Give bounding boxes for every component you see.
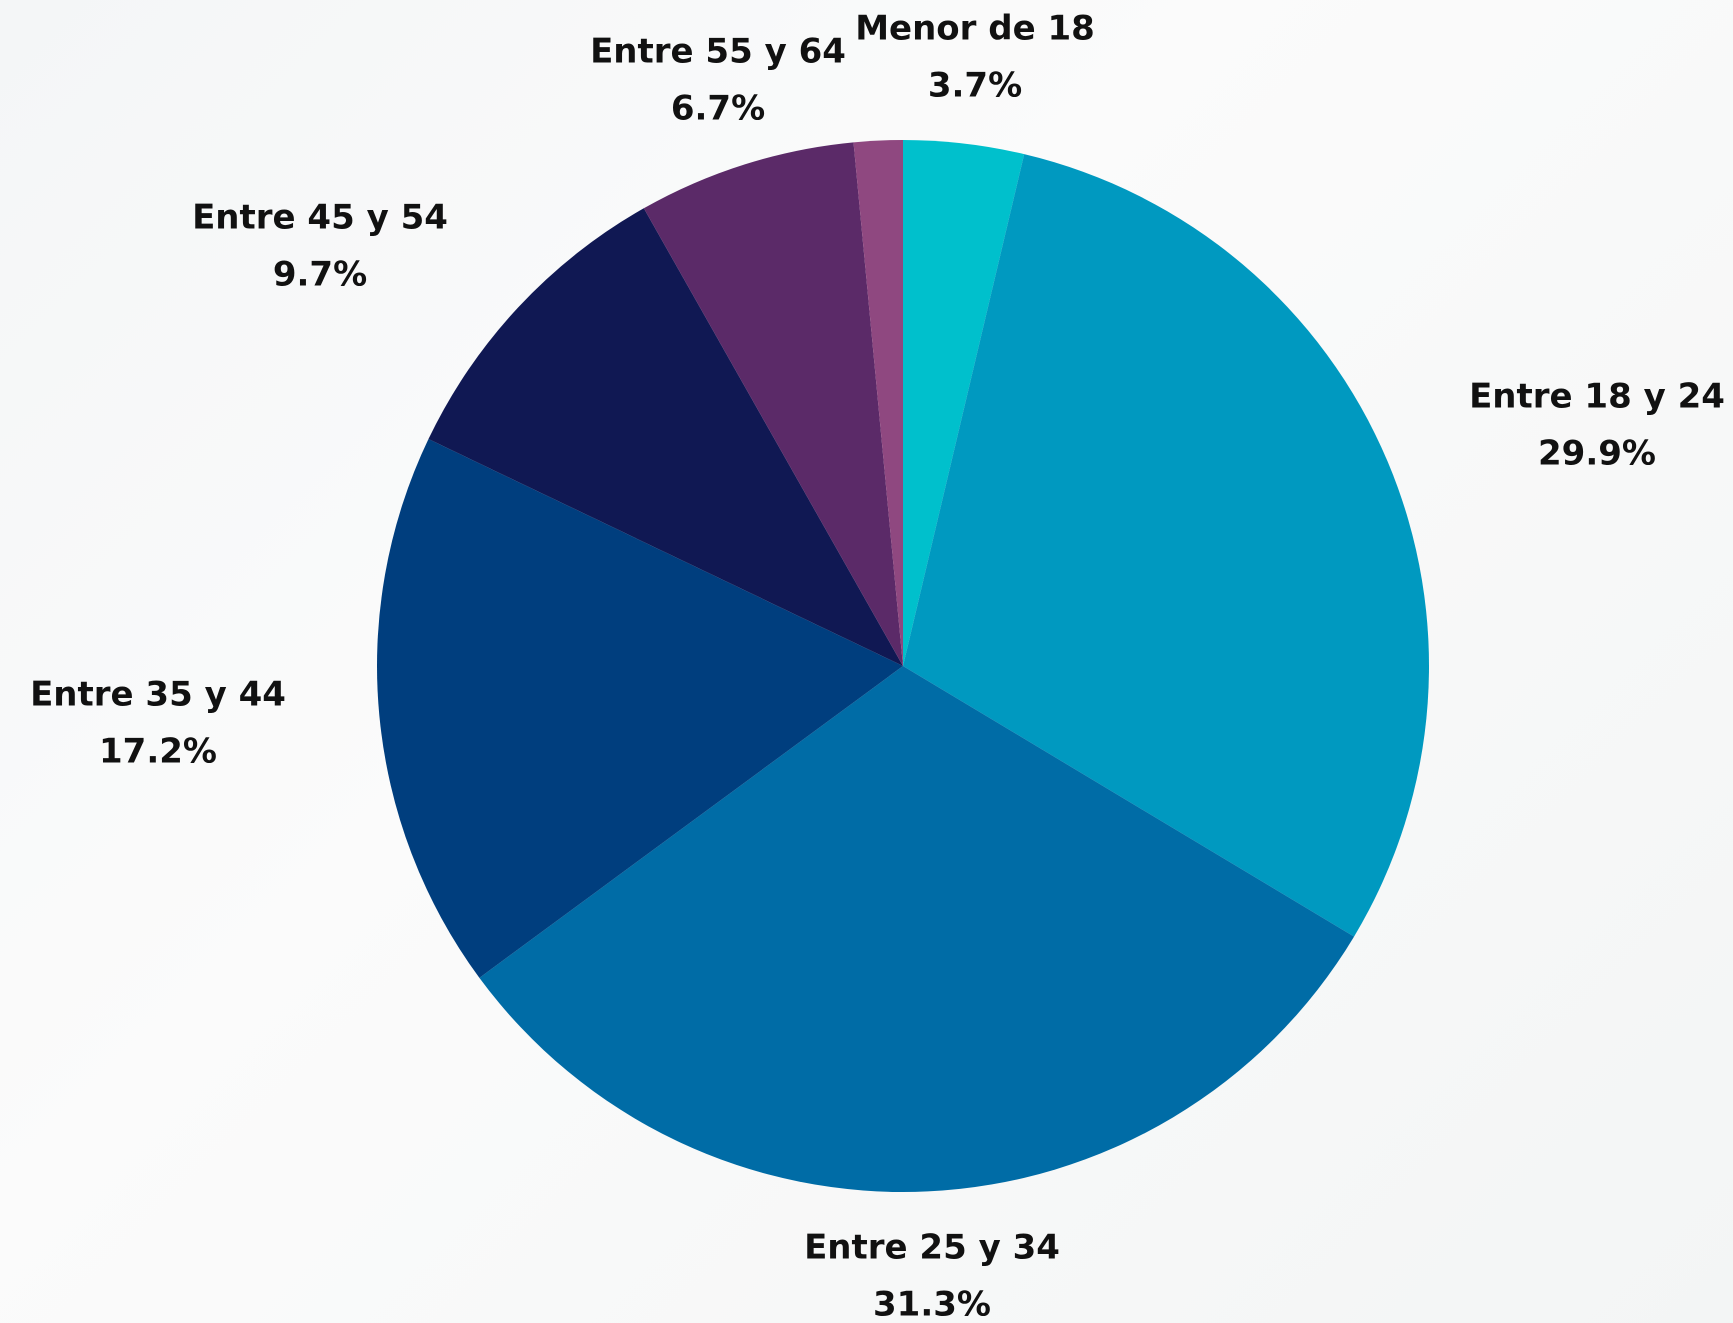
pie-slice [643,142,903,666]
pie-slice [903,154,1430,937]
slice-value: 6.7% [671,89,765,129]
slice-label: Entre 18 y 24 [1469,377,1725,417]
slice-value: 3.7% [928,66,1022,106]
slice-label: Menor de 18 [855,9,1095,49]
slice-value: 9.7% [273,255,367,295]
slice-label: Entre 45 y 54 [192,198,448,238]
pie-slice [479,666,1355,1192]
pie-slice [376,439,903,978]
slice-label: Entre 55 y 64 [590,32,846,72]
slice-label: Entre 35 y 44 [30,675,286,715]
pie-slice [853,140,903,666]
slice-value: 31.3% [873,1285,991,1323]
pie-slice [903,140,1025,666]
pie-slice [428,208,903,667]
slice-value: 17.2% [99,732,217,772]
slice-label: Entre 25 y 34 [804,1228,1060,1268]
slice-value: 29.9% [1538,434,1656,474]
